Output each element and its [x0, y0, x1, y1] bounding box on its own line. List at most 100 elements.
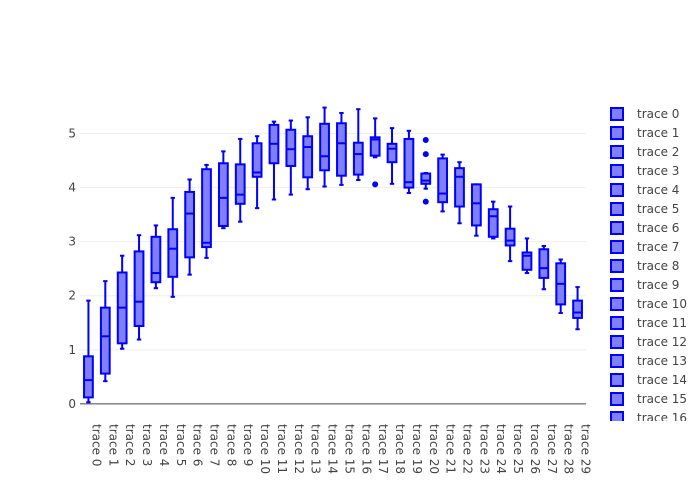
box-body [234, 163, 246, 205]
y-tick-label: 5 [68, 127, 76, 141]
legend-item-trace-5[interactable]: trace 5 [610, 202, 679, 216]
legend-swatch [610, 126, 624, 140]
box-trace-21[interactable] [437, 153, 449, 213]
x-tick-label: trace 16 [359, 424, 373, 474]
legend-label: trace 0 [637, 107, 679, 121]
x-tick-label: trace 14 [326, 424, 340, 474]
legend-item-trace-0[interactable]: trace 0 [610, 107, 679, 121]
box-trace-2[interactable] [116, 254, 128, 350]
box-body [487, 208, 499, 238]
box-trace-0[interactable] [83, 299, 94, 404]
legend-item-trace-8[interactable]: trace 8 [610, 259, 679, 273]
legend-swatch [610, 183, 624, 197]
legend-swatch [610, 373, 624, 387]
box-body [454, 167, 465, 208]
legend-label: trace 6 [637, 221, 679, 235]
legend-swatch [610, 354, 624, 368]
legend-label: trace 3 [637, 164, 679, 178]
box-trace-14[interactable] [319, 106, 330, 188]
box-body [83, 355, 94, 399]
legend-item-trace-4[interactable]: trace 4 [610, 183, 679, 197]
box-trace-15[interactable] [336, 111, 347, 186]
legend[interactable]: trace 0 trace 1 trace 2 trace 3 trace 4 trace… [610, 107, 687, 425]
legend-swatch [610, 240, 624, 254]
box-body [369, 136, 381, 157]
legend-swatch [610, 259, 624, 273]
legend-label: trace 16 [637, 411, 687, 425]
box-trace-23[interactable] [470, 183, 482, 237]
legend-label: trace 5 [637, 202, 679, 216]
x-tick-label: trace 3 [140, 424, 154, 466]
x-tick-label: trace 22 [461, 424, 475, 474]
box-body [572, 299, 583, 319]
legend-items[interactable]: trace 0 trace 1 trace 2 trace 3 trace 4 trace… [610, 107, 687, 425]
legend-label: trace 2 [637, 145, 679, 159]
box-trace-4[interactable] [150, 224, 162, 290]
legend-item-trace-11[interactable]: trace 11 [610, 316, 687, 330]
legend-item-trace-14[interactable]: trace 14 [610, 373, 687, 387]
legend-swatch [610, 278, 624, 292]
box-trace-18[interactable] [386, 127, 398, 185]
box-trace-28[interactable] [555, 258, 567, 315]
x-tick-label: trace 5 [174, 424, 188, 466]
box-trace-20[interactable] [420, 137, 432, 205]
x-tick-label: trace 23 [477, 424, 491, 474]
legend-item-trace-1[interactable]: trace 1 [610, 126, 679, 140]
x-tick-label: trace 15 [342, 424, 356, 474]
x-tick-label: trace 0 [89, 424, 103, 466]
box-body [285, 128, 297, 167]
box-trace-25[interactable] [504, 205, 516, 263]
legend-label: trace 11 [637, 316, 687, 330]
x-tick-label: trace 1 [106, 424, 120, 466]
legend-swatch [610, 411, 624, 421]
legend-item-trace-3[interactable]: trace 3 [610, 164, 679, 178]
legend-item-trace-15[interactable]: trace 15 [610, 392, 687, 406]
box-body [437, 157, 449, 204]
x-tick-label: trace 12 [292, 424, 306, 474]
box-trace-27[interactable] [538, 244, 550, 291]
box-body [251, 142, 263, 178]
box-trace-6[interactable] [184, 178, 196, 276]
box-trace-7[interactable] [201, 163, 212, 259]
legend-swatch [610, 164, 624, 178]
legend-item-trace-16[interactable]: trace 16 [610, 411, 687, 425]
box-trace-10[interactable] [251, 135, 263, 210]
box-body [470, 183, 482, 227]
box-trace-5[interactable] [167, 196, 179, 298]
legend-item-trace-7[interactable]: trace 7 [610, 240, 679, 254]
legend-item-trace-13[interactable]: trace 13 [610, 354, 687, 368]
box-trace-13[interactable] [302, 116, 314, 191]
box-trace-9[interactable] [234, 137, 246, 223]
legend-swatch [610, 221, 624, 235]
legend-item-trace-9[interactable]: trace 9 [610, 278, 679, 292]
box-trace-3[interactable] [133, 234, 145, 341]
legend-item-trace-2[interactable]: trace 2 [610, 145, 679, 159]
box-trace-19[interactable] [403, 129, 415, 195]
box-trace-29[interactable] [572, 286, 583, 331]
y-axis: 0 1 2 3 4 5 [68, 127, 76, 411]
box-body [319, 122, 330, 172]
box-trace-8[interactable] [217, 150, 229, 230]
box-trace-1[interactable] [99, 280, 111, 383]
legend-label: trace 12 [637, 335, 687, 349]
legend-item-trace-10[interactable]: trace 10 [610, 297, 687, 311]
x-tick-label: trace 21 [444, 424, 458, 474]
box-body [386, 142, 398, 164]
box-trace-12[interactable] [285, 119, 297, 196]
x-tick-label: trace 4 [157, 424, 171, 466]
outlier-point [422, 137, 429, 144]
x-tick-label: trace 26 [528, 424, 542, 474]
box-trace-26[interactable] [521, 237, 533, 275]
box-trace-24[interactable] [487, 200, 499, 240]
box-trace-11[interactable] [268, 120, 280, 201]
legend-item-trace-12[interactable]: trace 12 [610, 335, 687, 349]
x-tick-label: trace 27 [545, 424, 559, 474]
y-tick-label: 4 [68, 181, 76, 195]
box-trace-16[interactable] [352, 108, 364, 182]
box-trace-22[interactable] [454, 161, 465, 225]
legend-item-trace-6[interactable]: trace 6 [610, 221, 679, 235]
box-trace-17[interactable] [369, 117, 381, 188]
legend-swatch [610, 202, 624, 216]
